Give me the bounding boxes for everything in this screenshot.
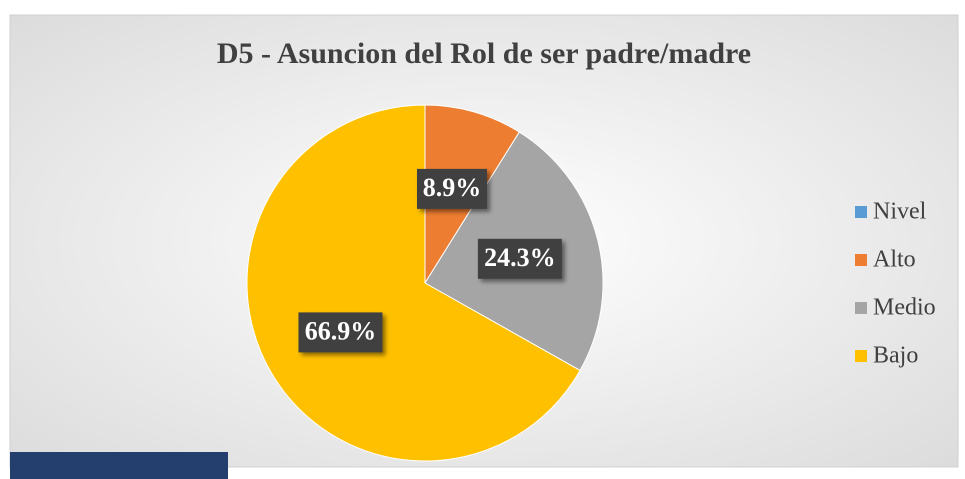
legend-swatch: [855, 350, 867, 362]
footer-bar: [10, 452, 228, 479]
data-label-box: [477, 238, 562, 279]
chart-title: D5 - Asuncion del Rol de ser padre/madre: [217, 37, 751, 70]
data-label: 8.9%: [423, 173, 482, 202]
data-label-box: [298, 312, 383, 353]
legend-swatch: [855, 254, 867, 266]
data-label: 66.9%: [305, 316, 377, 345]
legend-swatch: [855, 206, 867, 218]
legend-label: Nivel: [873, 199, 927, 225]
legend-label: Medio: [873, 295, 936, 321]
legend-label: Alto: [873, 247, 916, 273]
legend-swatch: [855, 302, 867, 314]
data-label: 24.3%: [484, 243, 556, 272]
pie-slice: [246, 104, 581, 462]
data-label-box: [416, 168, 487, 209]
legend-label: Bajo: [873, 343, 918, 369]
